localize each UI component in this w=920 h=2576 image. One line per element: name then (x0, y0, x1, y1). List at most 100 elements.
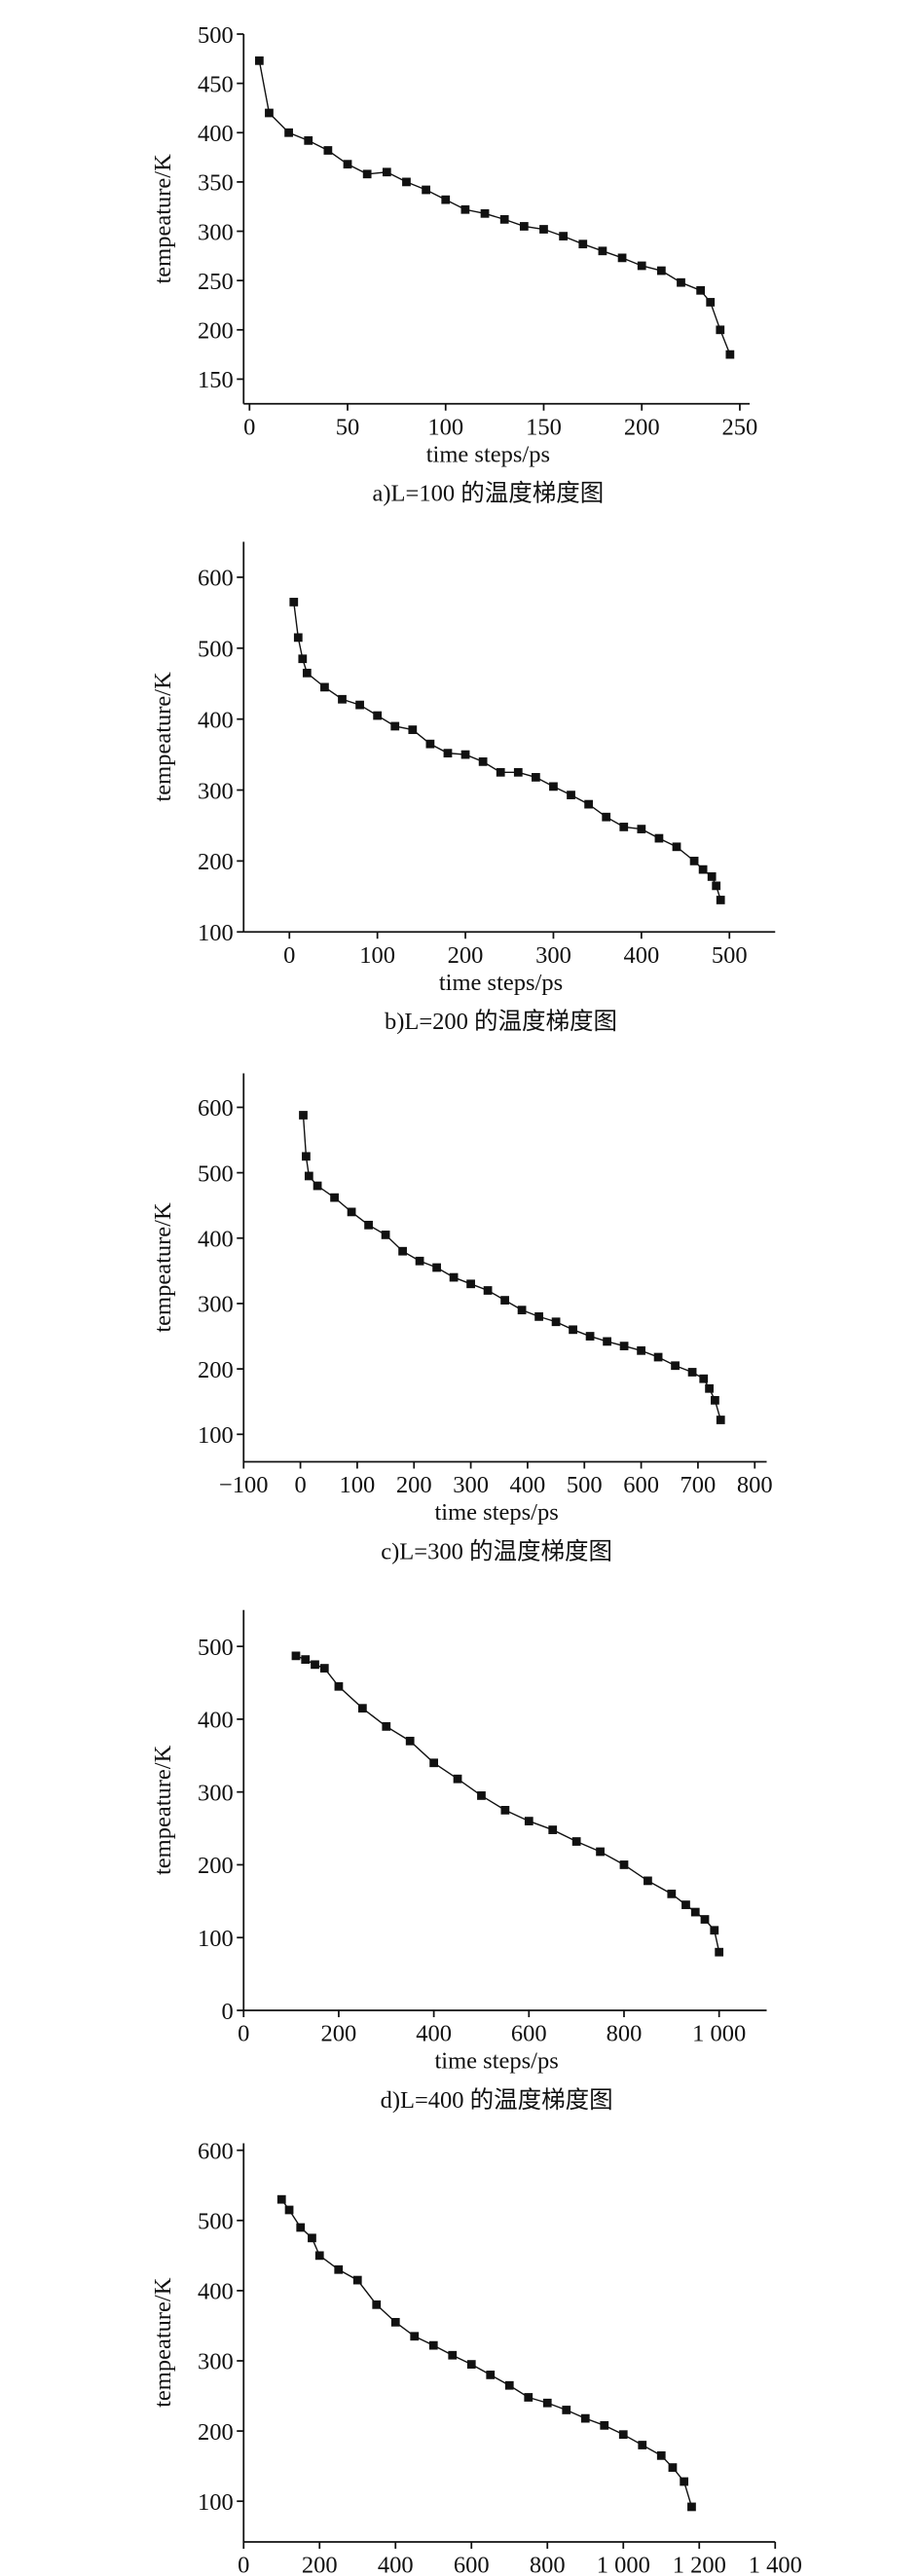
x-tick-label: 150 (526, 414, 562, 440)
marker (314, 2251, 324, 2261)
marker (667, 1889, 677, 1898)
marker (519, 222, 529, 231)
x-axis-label: time steps/ps (434, 2048, 558, 2075)
marker (524, 2393, 534, 2402)
y-tick-label: 400 (198, 2279, 234, 2305)
marker (364, 1220, 373, 1230)
x-tick-label: 0 (294, 1472, 306, 1498)
marker (302, 668, 312, 678)
marker (304, 1171, 313, 1181)
y-tick-label: 450 (198, 71, 234, 97)
subplot: 0 100 200 300 400 500 0 200 400 600 800 1 000 time s… (150, 1609, 767, 2114)
marker (323, 146, 333, 155)
marker (680, 2477, 689, 2486)
marker (453, 1774, 462, 1784)
marker (524, 1817, 534, 1825)
x-tick-label: 1 200 (673, 2553, 726, 2576)
y-axis-label: tempeature/K (150, 2277, 176, 2408)
caption: d)L=400 的温度梯度图 (381, 2086, 613, 2114)
marker (408, 725, 418, 734)
marker (671, 1361, 680, 1371)
y-tick-label: 500 (198, 22, 234, 49)
y-tick-label: 600 (198, 1095, 234, 1122)
marker (715, 1947, 724, 1957)
marker (496, 767, 505, 777)
marker (390, 2317, 400, 2327)
marker (330, 1193, 339, 1202)
marker (362, 169, 372, 179)
marker (398, 1246, 407, 1256)
y-tick-label: 500 (198, 637, 234, 663)
x-tick-label: 700 (681, 1472, 717, 1498)
x-tick-label: 0 (283, 942, 295, 969)
marker (276, 2194, 286, 2204)
x-tick-label: 400 (378, 2553, 414, 2576)
marker (381, 1231, 390, 1239)
marker (382, 1722, 391, 1731)
marker (531, 773, 540, 782)
marker (390, 721, 400, 731)
marker (449, 1272, 459, 1282)
marker (486, 2371, 496, 2379)
y-tick-label: 400 (198, 1708, 234, 1734)
x-tick-label: 200 (396, 1472, 432, 1498)
x-tick-label: 500 (712, 942, 748, 969)
marker (284, 2205, 294, 2215)
marker (710, 1926, 719, 1935)
marker (705, 1383, 714, 1393)
marker (343, 160, 352, 169)
marker (707, 872, 717, 881)
marker (687, 2502, 696, 2512)
marker (415, 1256, 424, 1266)
marker (638, 2441, 647, 2449)
x-tick-label: 400 (623, 942, 659, 969)
marker (619, 823, 629, 831)
marker (602, 812, 611, 822)
subplot: 150 200 250 300 350 400 450 500 0 50 100 150 200 250 t… (150, 22, 757, 507)
marker (334, 1681, 344, 1691)
marker (477, 1791, 486, 1800)
marker (513, 767, 523, 777)
y-tick-label: 300 (198, 778, 234, 804)
marker (637, 825, 646, 833)
x-axis-label: time steps/ps (434, 1499, 558, 1526)
marker (410, 2332, 420, 2341)
marker (698, 865, 708, 874)
y-axis-label: tempeature/K (150, 1202, 176, 1333)
x-tick-label: 50 (336, 414, 360, 440)
x-tick-label: 0 (243, 414, 255, 440)
marker (716, 325, 725, 335)
marker (347, 1207, 356, 1217)
y-tick-label: 300 (198, 1780, 234, 1806)
y-tick-label: 200 (198, 2419, 234, 2446)
y-tick-label: 400 (198, 707, 234, 733)
marker (466, 2360, 476, 2369)
marker (517, 1306, 527, 1315)
marker (448, 2350, 458, 2360)
marker (308, 2233, 316, 2243)
marker (584, 799, 593, 809)
y-tick-label: 350 (198, 170, 234, 197)
marker (637, 1345, 645, 1355)
marker (716, 896, 725, 904)
marker (299, 1111, 308, 1120)
marker (443, 749, 453, 758)
marker (549, 782, 558, 791)
x-tick-label: 200 (624, 414, 660, 440)
marker (677, 277, 685, 287)
marker (480, 208, 490, 218)
marker (699, 1374, 709, 1383)
marker (562, 2406, 571, 2414)
marker (296, 2223, 306, 2232)
x-tick-label: −100 (219, 1472, 269, 1498)
x-tick-label: 200 (302, 2553, 338, 2576)
x-tick-label: 400 (510, 1472, 546, 1498)
y-tick-label: 0 (222, 1999, 234, 2025)
x-axis-label: time steps/ps (439, 970, 563, 996)
marker (672, 842, 681, 852)
marker (432, 1263, 441, 1272)
y-tick-label: 400 (198, 1227, 234, 1253)
marker (603, 1337, 611, 1346)
marker (644, 1876, 652, 1886)
marker (425, 739, 435, 749)
